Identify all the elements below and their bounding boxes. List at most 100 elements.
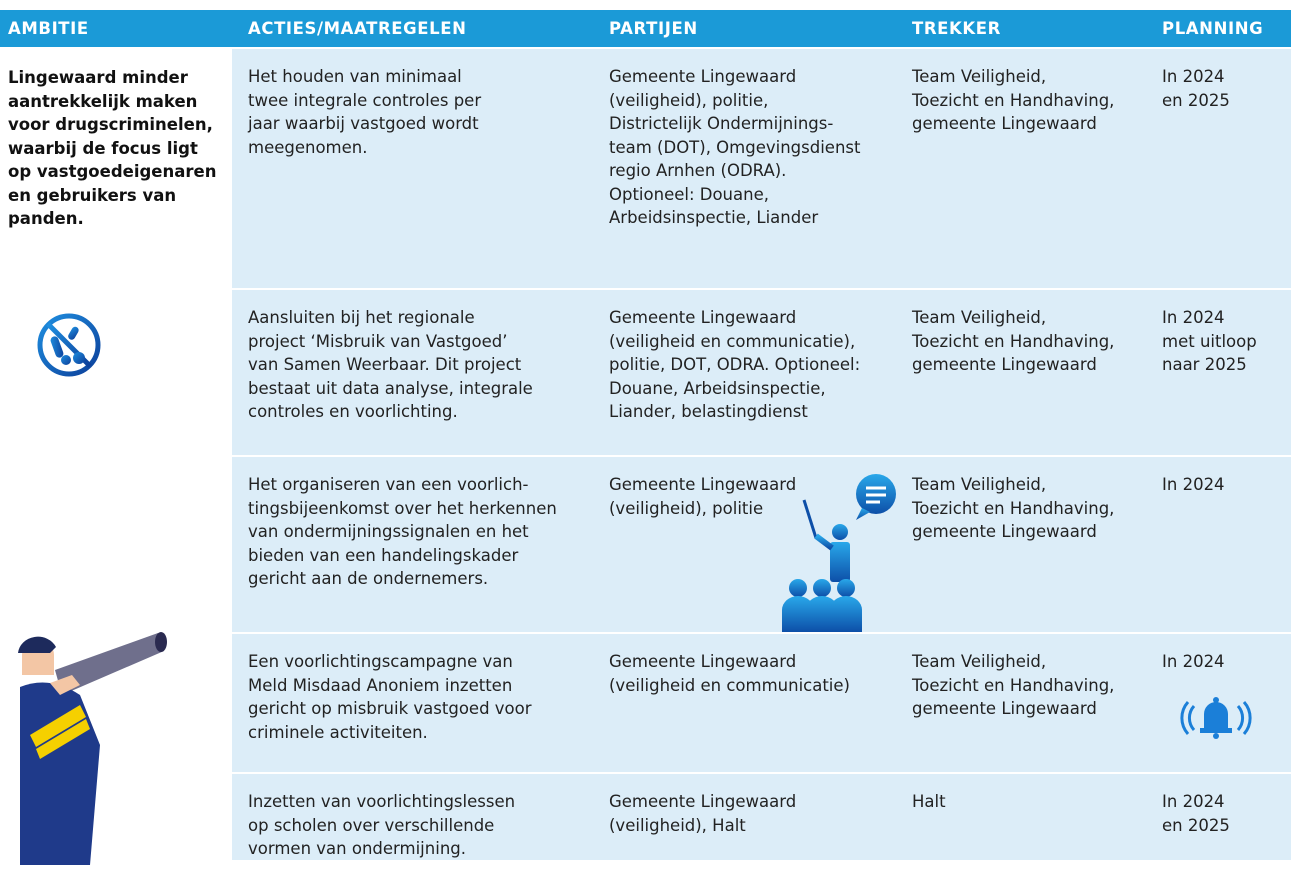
- text-line: (veiligheid), politie: [609, 498, 764, 518]
- text-line: In 2024: [1162, 652, 1225, 671]
- text-line: panden.: [8, 209, 84, 228]
- text-line: Liander, belastingdienst: [609, 402, 808, 421]
- text-line: Gemeente Lingewaard: [609, 792, 797, 811]
- text-line: bestaat uit data analyse, integrale: [248, 378, 533, 398]
- text-line: bieden van een handelingskader: [248, 545, 519, 565]
- column-header: PARTIJEN: [609, 19, 698, 38]
- text-line: Gemeente Lingewaard: [609, 475, 797, 494]
- column-header: AMBITIE: [8, 19, 89, 38]
- text-line: Toezicht en Handhaving,: [912, 675, 1115, 695]
- text-line: In 2024: [1162, 475, 1225, 494]
- text-line: en 2025: [1162, 90, 1230, 110]
- text-line: en 2025: [1162, 815, 1230, 835]
- table-cell: Inzetten van voorlichtingslessen op schol…: [248, 790, 515, 861]
- text-line: Optioneel: Douane,: [609, 184, 769, 204]
- text-line: Inzetten van voorlichtingslessen: [248, 792, 516, 811]
- table-cell: Gemeente Lingewaard (veiligheid), politie: [609, 473, 796, 520]
- text-line: (veiligheid en communicatie): [609, 675, 850, 695]
- table-cell: In 2024 en 2025: [1162, 65, 1230, 112]
- table-cell: Halt: [912, 790, 946, 814]
- text-line: van ondermijningssignalen en het: [248, 522, 529, 541]
- table-cell: In 2024 met uitloop naar 2025: [1162, 306, 1257, 377]
- text-line: criminele activiteiten.: [248, 722, 428, 742]
- table-cell: Gemeente Lingewaard (veiligheid en commun…: [609, 650, 850, 697]
- text-line: op scholen over verschillende: [248, 815, 495, 835]
- text-line: Een voorlichtingscampagne van: [248, 652, 513, 671]
- no-drugs-icon: [37, 313, 101, 377]
- text-line: twee integrale controles per: [248, 90, 482, 110]
- text-line: Team Veiligheid,: [912, 475, 1047, 494]
- text-line: gericht op misbruik vastgoed voor: [248, 699, 532, 718]
- text-line: vormen van ondermijning.: [248, 839, 466, 858]
- text-line: In 2024: [1162, 792, 1225, 811]
- text-line: regio Arnhen (ODRA).: [609, 161, 787, 180]
- text-line: Toezicht en Handhaving,: [912, 90, 1115, 110]
- text-line: gericht aan de ondernemers.: [248, 569, 489, 588]
- text-line: (veiligheid en communicatie),: [609, 331, 856, 351]
- text-line: Arbeidsinspectie, Liander: [609, 208, 819, 227]
- text-line: Gemeente Lingewaard: [609, 67, 797, 86]
- text-line: (veiligheid), Halt: [609, 815, 746, 835]
- text-line: (veiligheid), politie,: [609, 90, 769, 110]
- text-line: Meld Misdaad Anoniem inzetten: [248, 675, 513, 695]
- header-bar: [0, 10, 1291, 47]
- table-cell: In 2024 en 2025: [1162, 790, 1230, 837]
- text-line: voor drugscriminelen,: [8, 115, 213, 134]
- text-line: Toezicht en Handhaving,: [912, 331, 1115, 351]
- text-line: aantrekkelijk maken: [8, 91, 198, 111]
- table-cell: Het houden van minimaal twee integrale co…: [248, 65, 481, 159]
- row-background: [232, 290, 1291, 455]
- text-line: Team Veiligheid,: [912, 308, 1047, 327]
- text-line: In 2024: [1162, 67, 1225, 86]
- presentation-icon: [782, 474, 896, 632]
- ambitie-text: Lingewaard minder aantrekkelijk maken voor…: [8, 66, 216, 231]
- text-line: gemeente Lingewaard: [912, 699, 1097, 718]
- text-line: controles en voorlichting.: [248, 402, 458, 421]
- table-cell: Team Veiligheid, Toezicht en Handhaving, g…: [912, 650, 1114, 721]
- text-line: van Samen Weerbaar. Dit project: [248, 355, 522, 374]
- text-line: Toezicht en Handhaving,: [912, 498, 1115, 518]
- text-line: project ‘Misbruik van Vastgoed’: [248, 331, 508, 351]
- table-cell: Aansluiten bij het regionale project ‘Mis…: [248, 306, 533, 424]
- text-line: Het organiseren van een voorlich-: [248, 475, 529, 494]
- text-line: gemeente Lingewaard: [912, 522, 1097, 541]
- table-cell: Team Veiligheid, Toezicht en Handhaving, g…: [912, 473, 1114, 544]
- table-cell: Het organiseren van een voorlich-tingsbi…: [248, 473, 557, 591]
- bell-icon: [1180, 697, 1252, 739]
- row-background: [232, 774, 1291, 860]
- text-line: Team Veiligheid,: [912, 67, 1047, 86]
- text-line: Halt: [912, 792, 946, 811]
- column-header: TREKKER: [912, 19, 1001, 38]
- table-cell: Gemeente Lingewaard (veiligheid), Halt: [609, 790, 796, 837]
- text-line: en gebruikers van: [8, 185, 177, 205]
- text-line: naar 2025: [1162, 355, 1247, 374]
- row-background: [232, 634, 1291, 772]
- table-cell: Team Veiligheid, Toezicht en Handhaving, g…: [912, 65, 1114, 136]
- text-line: In 2024: [1162, 308, 1225, 327]
- text-line: waarbij de focus ligt: [8, 138, 198, 158]
- table-cell: Gemeente Lingewaard (veiligheid en commun…: [609, 306, 860, 424]
- text-line: gemeente Lingewaard: [912, 114, 1097, 133]
- text-line: Aansluiten bij het regionale: [248, 308, 475, 327]
- text-line: gemeente Lingewaard: [912, 355, 1097, 374]
- text-line: Douane, Arbeidsinspectie,: [609, 378, 826, 398]
- text-line: Lingewaard minder: [8, 68, 188, 87]
- text-line: met uitloop: [1162, 331, 1257, 351]
- text-line: Team Veiligheid,: [912, 652, 1047, 671]
- text-line: team (DOT), Omgevingsdienst: [609, 137, 861, 157]
- text-line: Districtelijk Ondermijnings-: [609, 114, 834, 133]
- text-line: meegenomen.: [248, 137, 368, 157]
- table-cell: In 2024: [1162, 473, 1225, 497]
- row-background: [232, 457, 1291, 632]
- column-header: ACTIES/MAATREGELEN: [248, 19, 467, 38]
- text-line: jaar waarbij vastgoed wordt: [248, 114, 479, 133]
- row-background: [232, 49, 1291, 288]
- text-line: Gemeente Lingewaard: [609, 652, 797, 671]
- table-cell: In 2024: [1162, 650, 1225, 674]
- text-line: Gemeente Lingewaard: [609, 308, 797, 327]
- table-cell: Een voorlichtingscampagne van Meld Misdaa…: [248, 650, 532, 744]
- text-line: op vastgoedeigenaren: [8, 162, 217, 181]
- telescope-person: [18, 632, 167, 865]
- text-line: tingsbijeenkomst over het herkennen: [248, 498, 557, 518]
